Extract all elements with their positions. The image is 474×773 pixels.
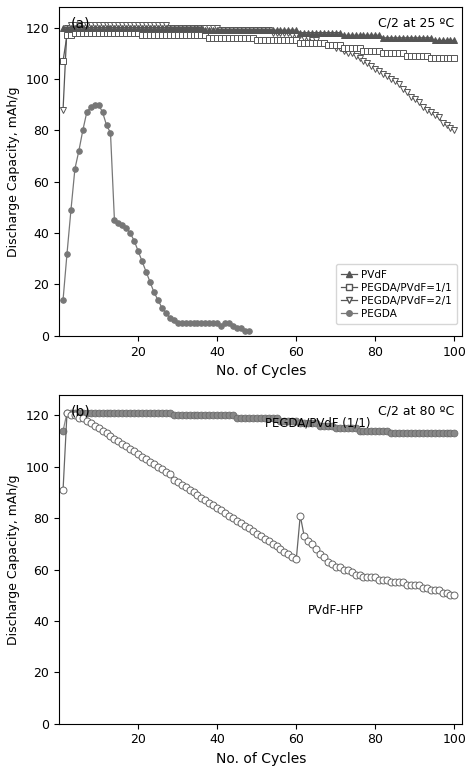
Text: PVdF-HFP: PVdF-HFP xyxy=(308,604,364,617)
X-axis label: No. of Cycles: No. of Cycles xyxy=(216,364,306,378)
Y-axis label: Discharge Capacity, mAh/g: Discharge Capacity, mAh/g xyxy=(7,86,20,257)
Text: PEGDA/PVdF (1/1): PEGDA/PVdF (1/1) xyxy=(264,417,370,430)
Legend: PVdF, PEGDA/PVdF=1/1, PEGDA/PVdF=2/1, PEGDA: PVdF, PEGDA/PVdF=1/1, PEGDA/PVdF=2/1, PE… xyxy=(336,264,457,324)
Text: (a): (a) xyxy=(71,17,91,31)
Text: (b): (b) xyxy=(71,405,91,419)
Text: C/2 at 25 ºC: C/2 at 25 ºC xyxy=(378,17,454,30)
Y-axis label: Discharge Capacity, mAh/g: Discharge Capacity, mAh/g xyxy=(7,474,20,645)
Text: C/2 at 80 ºC: C/2 at 80 ºC xyxy=(378,405,454,417)
X-axis label: No. of Cycles: No. of Cycles xyxy=(216,752,306,766)
